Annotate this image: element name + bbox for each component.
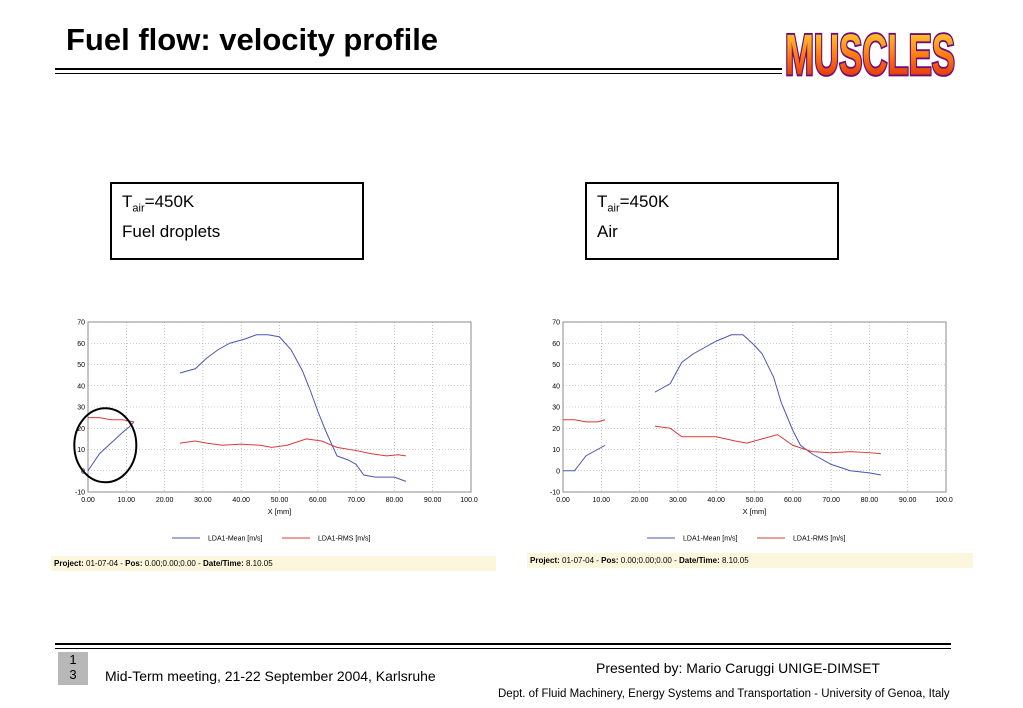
y-tick-label: 70 bbox=[77, 320, 85, 327]
condition-temp: Tair=450K bbox=[122, 192, 195, 215]
y-tick-label: -10 bbox=[75, 490, 85, 497]
y-tick-label: 40 bbox=[77, 383, 85, 390]
highlight-circle bbox=[73, 407, 138, 484]
x-tick-label: 40.00 bbox=[707, 497, 725, 504]
x-tick-label: 20.00 bbox=[156, 497, 174, 504]
presenter-info: Presented by: Mario Caruggi UNIGE-DIMSET bbox=[596, 660, 880, 676]
title-divider-top bbox=[55, 68, 782, 70]
x-tick-label: 80.00 bbox=[861, 497, 879, 504]
y-tick-label: 30 bbox=[77, 405, 85, 412]
department-info: Dept. of Fluid Machinery, Energy Systems… bbox=[498, 688, 950, 700]
x-tick-label: 60.00 bbox=[784, 497, 802, 504]
slide-title: Fuel flow: velocity profile bbox=[66, 22, 439, 57]
footer-divider-top bbox=[55, 643, 951, 645]
x-tick-label: 10.00 bbox=[593, 497, 611, 504]
mean-velocity-line bbox=[654, 334, 881, 476]
footer-divider-bottom bbox=[55, 648, 951, 649]
mean-velocity-line bbox=[563, 444, 606, 472]
y-tick-label: 20 bbox=[552, 426, 560, 433]
x-tick-label: 100.00 bbox=[935, 497, 953, 504]
logo-text: MUSCLES bbox=[785, 24, 955, 88]
project-info-bar-right: Project: 01-07-04 - Pos: 0.00;0.00;0.00 … bbox=[527, 553, 973, 568]
y-tick-label: -10 bbox=[550, 490, 560, 497]
rms-velocity-line bbox=[179, 438, 406, 457]
y-tick-label: 20 bbox=[77, 426, 85, 433]
x-tick-label: 70.00 bbox=[822, 497, 840, 504]
x-axis-label: X [mm] bbox=[743, 507, 767, 516]
rms-velocity-line bbox=[88, 417, 135, 423]
x-tick-label: 40.00 bbox=[232, 497, 250, 504]
legend-label: LDA1-RMS [m/s] bbox=[318, 536, 371, 543]
y-tick-label: 50 bbox=[77, 362, 85, 369]
y-tick-label: 10 bbox=[552, 447, 560, 454]
velocity-chart-air: -10 0 10 20 30 40 50 60 70 0.00 10.00 20.00 30.00 40.… bbox=[550, 320, 953, 543]
condition-box-right: Tair=450K Air bbox=[585, 182, 839, 260]
project-info-bar-left: Project: 01-07-04 - Pos: 0.00;0.00;0.00 … bbox=[51, 556, 496, 571]
rms-velocity-line bbox=[654, 425, 881, 455]
legend-label: LDA1-Mean [m/s] bbox=[208, 536, 263, 543]
y-tick-label: 60 bbox=[77, 341, 85, 348]
legend-label: LDA1-Mean [m/s] bbox=[683, 536, 738, 543]
x-tick-label: 0.00 bbox=[81, 497, 95, 504]
x-tick-label: 70.00 bbox=[347, 497, 365, 504]
rms-velocity-line bbox=[563, 419, 606, 423]
y-tick-label: 40 bbox=[552, 383, 560, 390]
y-tick-label: 50 bbox=[552, 362, 560, 369]
mean-velocity-line bbox=[179, 334, 407, 482]
condition-medium: Air bbox=[597, 222, 618, 242]
x-tick-label: 90.00 bbox=[424, 497, 442, 504]
x-tick-label: 50.00 bbox=[746, 497, 764, 504]
y-tick-label: 70 bbox=[552, 320, 560, 327]
legend-label: LDA1-RMS [m/s] bbox=[793, 536, 846, 543]
y-tick-label: 30 bbox=[552, 405, 560, 412]
x-tick-label: 90.00 bbox=[899, 497, 917, 504]
y-tick-label: 10 bbox=[77, 447, 85, 454]
x-tick-label: 10.00 bbox=[118, 497, 136, 504]
meeting-info: Mid-Term meeting, 21-22 September 2004, … bbox=[105, 668, 436, 684]
muscles-logo: MUSCLES bbox=[783, 22, 956, 89]
x-tick-label: 80.00 bbox=[386, 497, 404, 504]
x-tick-label: 60.00 bbox=[309, 497, 327, 504]
x-tick-label: 0.00 bbox=[556, 497, 570, 504]
x-tick-label: 20.00 bbox=[631, 497, 649, 504]
x-tick-label: 50.00 bbox=[271, 497, 289, 504]
title-divider-bottom bbox=[55, 73, 782, 74]
x-tick-label: 30.00 bbox=[194, 497, 212, 504]
y-tick-label: 0 bbox=[556, 468, 560, 475]
condition-temp: Tair=450K bbox=[597, 192, 670, 215]
x-tick-label: 100.00 bbox=[460, 497, 478, 504]
condition-box-left: Tair=450K Fuel droplets bbox=[110, 182, 364, 260]
y-tick-label: 60 bbox=[552, 341, 560, 348]
x-tick-label: 30.00 bbox=[669, 497, 687, 504]
x-axis-label: X [mm] bbox=[268, 507, 292, 516]
condition-medium: Fuel droplets bbox=[122, 222, 221, 242]
